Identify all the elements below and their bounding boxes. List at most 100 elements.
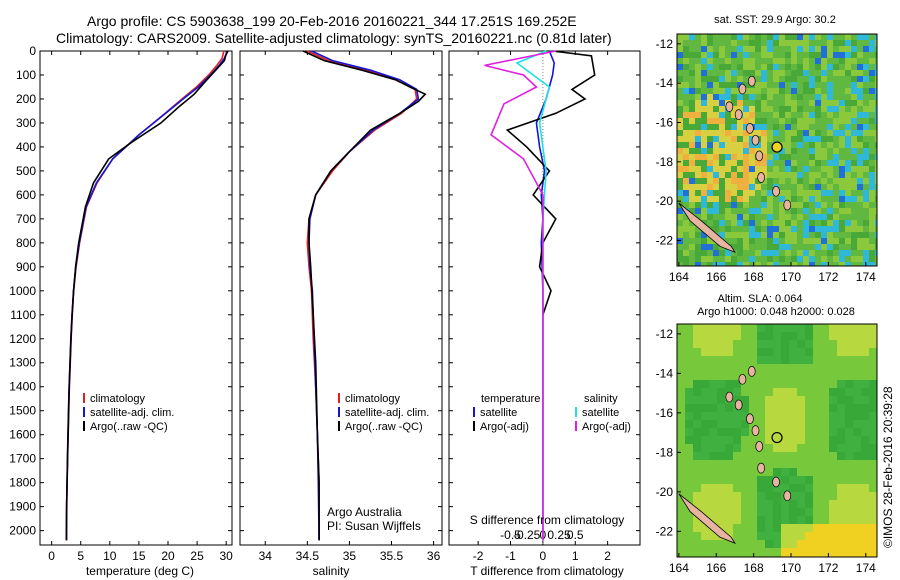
- map-cell: [861, 468, 869, 476]
- map-cell: [805, 468, 813, 476]
- map-cell: [869, 388, 877, 396]
- map-cell: [791, 184, 797, 190]
- map-cell: [869, 196, 875, 202]
- map-cell: [827, 208, 833, 214]
- map-cell: [791, 202, 797, 208]
- map-cell: [695, 88, 701, 94]
- map-cell: [869, 396, 877, 404]
- map-cell: [797, 154, 803, 160]
- map-cell: [683, 232, 689, 238]
- map-cell: [815, 106, 821, 112]
- map-cell: [851, 52, 857, 58]
- map-cell: [683, 256, 689, 262]
- map-cell: [851, 250, 857, 256]
- map-cell: [709, 476, 717, 484]
- map-cell: [683, 262, 689, 266]
- map-cell: [709, 364, 717, 372]
- map-cell: [749, 178, 755, 184]
- map-cell: [845, 396, 853, 404]
- map-cell: [805, 452, 813, 460]
- map-cell: [791, 154, 797, 160]
- map-cell: [821, 250, 827, 256]
- map-cell: [773, 226, 779, 232]
- map-cell: [863, 142, 869, 148]
- map-y-tick-label: -20: [656, 485, 674, 499]
- map-cell: [677, 250, 683, 256]
- map-cell: [791, 226, 797, 232]
- map-cell: [791, 196, 797, 202]
- map-cell: [797, 172, 803, 178]
- map-cell: [797, 356, 805, 364]
- map-cell: [833, 208, 839, 214]
- map-cell: [693, 436, 701, 444]
- map-cell: [781, 476, 789, 484]
- map-cell: [791, 220, 797, 226]
- map-cell: [767, 262, 773, 266]
- map-cell: [749, 100, 755, 106]
- map-cell: [861, 540, 869, 548]
- map-cell: [863, 214, 869, 220]
- map-cell: [845, 256, 851, 262]
- sla-map-islands: [678, 366, 792, 545]
- map-cell: [731, 232, 737, 238]
- map-cell: [773, 516, 781, 524]
- map-cell: [749, 160, 755, 166]
- map-cell: [869, 412, 877, 420]
- map-cell: [737, 256, 743, 262]
- map-cell: [845, 112, 851, 118]
- map-cell: [713, 136, 719, 142]
- map-cell: [707, 208, 713, 214]
- map-cell: [837, 452, 845, 460]
- map-cell: [717, 404, 725, 412]
- map-cell: [851, 220, 857, 226]
- map-cell: [773, 118, 779, 124]
- map-cell: [863, 70, 869, 76]
- map-cell: [781, 364, 789, 372]
- map-cell: [773, 178, 779, 184]
- map-cell: [857, 58, 863, 64]
- map-cell: [827, 160, 833, 166]
- map-cell: [757, 532, 765, 540]
- map-cell: [781, 548, 789, 556]
- map-cell: [853, 460, 861, 468]
- map-cell: [701, 94, 707, 100]
- map-cell: [875, 34, 877, 40]
- map-cell: [845, 136, 851, 142]
- map-cell: [875, 160, 877, 166]
- map-cell: [797, 226, 803, 232]
- map-cell: [875, 142, 877, 148]
- map-cell: [821, 340, 829, 348]
- map-cell: [827, 106, 833, 112]
- map-cell: [737, 106, 743, 112]
- map-cell: [791, 118, 797, 124]
- legend-heading-salinity: salinity: [584, 393, 618, 405]
- map-cell: [837, 404, 845, 412]
- map-cell: [827, 184, 833, 190]
- map-cell: [693, 460, 701, 468]
- map-cell: [757, 420, 765, 428]
- map-cell: [863, 124, 869, 130]
- map-cell: [701, 540, 709, 548]
- map-cell: [809, 34, 815, 40]
- map-cell: [765, 524, 773, 532]
- map-cell: [857, 238, 863, 244]
- map-cell: [791, 214, 797, 220]
- map-cell: [869, 136, 875, 142]
- map-cell: [839, 142, 845, 148]
- map-cell: [845, 468, 853, 476]
- map-cell: [757, 348, 765, 356]
- map-cell: [683, 76, 689, 82]
- map-cell: [869, 124, 875, 130]
- map-cell: [725, 324, 733, 332]
- map-cell: [785, 88, 791, 94]
- map-cell: [827, 262, 833, 266]
- map-cell: [689, 178, 695, 184]
- x-tick-label: 15: [132, 549, 146, 563]
- map-cell: [863, 94, 869, 100]
- map-cell: [685, 412, 693, 420]
- map-cell: [761, 40, 767, 46]
- map-cell: [689, 40, 695, 46]
- map-cell: [731, 160, 737, 166]
- map-cell: [851, 178, 857, 184]
- map-cell: [789, 484, 797, 492]
